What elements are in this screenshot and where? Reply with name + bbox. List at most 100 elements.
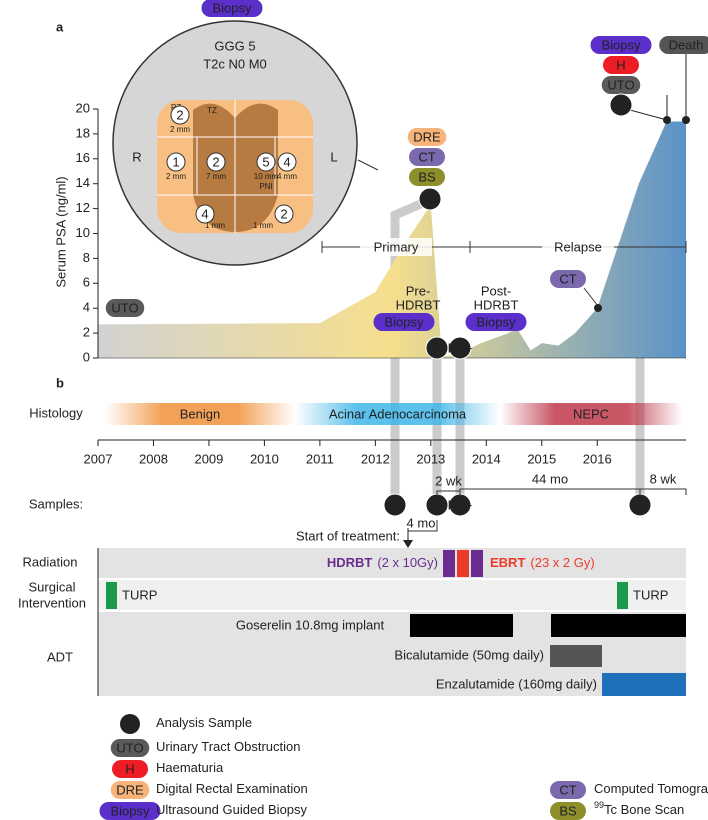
legend-symbol [110, 781, 150, 799]
y-axis-label: Serum PSA (ng/ml) [53, 176, 68, 287]
turp-bar [617, 582, 628, 609]
hdrbt-bar [443, 550, 455, 577]
event-pill [373, 313, 435, 331]
y-tick-label: 14 [76, 175, 90, 190]
row-label: Histology [29, 405, 83, 420]
core [206, 152, 226, 172]
core [274, 204, 294, 224]
legend-symbol-label: Biopsy [110, 803, 150, 818]
event-pill-label: Biopsy [476, 314, 516, 329]
legend-text: Analysis Sample [156, 715, 252, 730]
legend-label: Ultrasound Guided Biopsy [156, 802, 308, 817]
legend-symbol-label: H [125, 761, 134, 776]
y-tick-label: 20 [76, 100, 90, 115]
event-dot [594, 304, 602, 312]
ebrt-dose: (23 x 2 Gy) [530, 555, 594, 570]
grade: GGG 5 [214, 38, 255, 53]
core-size: 2 mm [166, 172, 186, 181]
y-tick-label: 2 [83, 325, 90, 340]
phase-label-bg [542, 238, 614, 256]
y-tick-label: 18 [76, 125, 90, 140]
legend-text: Computed Tomography [594, 781, 708, 796]
core [166, 152, 186, 172]
x-tick-label: 2012 [361, 451, 390, 466]
event-pill [465, 313, 527, 331]
row-label: Intervention [18, 595, 86, 610]
y-tick-label: 8 [83, 250, 90, 265]
histology-bar [295, 403, 500, 425]
y-tick-label: 10 [76, 225, 90, 240]
turp-bar [106, 582, 117, 609]
x-tick-label: 2014 [472, 451, 501, 466]
event-pill-label: H [616, 57, 625, 72]
core-count: 4 [201, 206, 208, 221]
lag-bracket [408, 520, 438, 532]
hdrbt-name: HDRBT [327, 555, 373, 570]
x-tick-label: 2015 [527, 451, 556, 466]
hdrbt-label: HDRBT (2 x 10Gy) [327, 555, 438, 570]
event-pill [407, 128, 447, 146]
legend-text: Digital Rectal Examination [156, 781, 308, 796]
legend-label: Digital Rectal Examination [156, 781, 308, 796]
phase-label: Primary [374, 239, 419, 254]
core-count: 2 [212, 154, 219, 169]
event-pill-label: Biopsy [601, 37, 641, 52]
event-pill-label: DRE [413, 129, 441, 144]
drug-bar [550, 645, 602, 667]
row-label: Surgical [29, 579, 76, 594]
core-count: 2 [176, 107, 183, 122]
core-size: 1 mm [253, 221, 273, 230]
event-pill [409, 168, 445, 186]
sample-marker [383, 493, 407, 517]
legend-symbol-label: BS [559, 803, 577, 818]
x-tick-label: 2008 [139, 451, 168, 466]
y-tick-label: 4 [83, 300, 90, 315]
event-dot [682, 116, 690, 124]
x-tick-label: 2011 [306, 451, 334, 466]
legend-symbol [550, 802, 586, 820]
psa-area [98, 121, 686, 358]
y-tick-label: 12 [76, 200, 90, 215]
interval-bracket [639, 488, 687, 495]
event-pill [550, 270, 586, 288]
row-label: ADT [47, 649, 73, 664]
event-pill [590, 36, 652, 54]
row-bg [98, 548, 686, 578]
histology-label: NEPC [573, 406, 609, 421]
event-text: HDRBT [396, 297, 441, 312]
event-pill-label: UTO [111, 300, 138, 315]
lag-label: 4 mo [407, 515, 436, 530]
y-tick-label: 16 [76, 150, 90, 165]
core-count: 1 [172, 154, 179, 169]
ebrt-name: EBRT [490, 555, 525, 570]
core [256, 152, 276, 172]
event-pill-label: UTO [607, 77, 634, 92]
biopsy-pill [201, 0, 263, 17]
legend-symbol-label: CT [559, 782, 576, 797]
histology-bar [105, 403, 295, 425]
interval-label: 2 wk [435, 473, 462, 488]
legend-sup: 99 [594, 800, 604, 810]
sample-marker [448, 336, 472, 360]
legend-symbol [112, 760, 148, 778]
row-label: Radiation [23, 554, 78, 569]
core-count: 2 [280, 206, 287, 221]
legend-label: Analysis Sample [156, 715, 252, 730]
core-count: 4 [283, 154, 290, 169]
core-size: 2 mm [170, 125, 190, 134]
core-count: 5 [262, 154, 269, 169]
phase-label-bg [360, 238, 432, 256]
core [170, 105, 190, 125]
core-size: 7 mm [206, 172, 226, 181]
ebrt-label: EBRT (23 x 2 Gy) [490, 555, 595, 570]
event-pill [409, 148, 445, 166]
legend-symbol [120, 714, 140, 734]
core-note: PNI [259, 182, 272, 191]
sample-marker-label: RT- [427, 497, 448, 512]
legend-label: 99Tc Bone Scan [594, 800, 684, 817]
event-pill [659, 36, 708, 54]
core-size: 4 mm [277, 172, 297, 181]
event-dot [663, 116, 671, 124]
legend-symbol [99, 802, 161, 820]
histology-bar [500, 403, 682, 425]
